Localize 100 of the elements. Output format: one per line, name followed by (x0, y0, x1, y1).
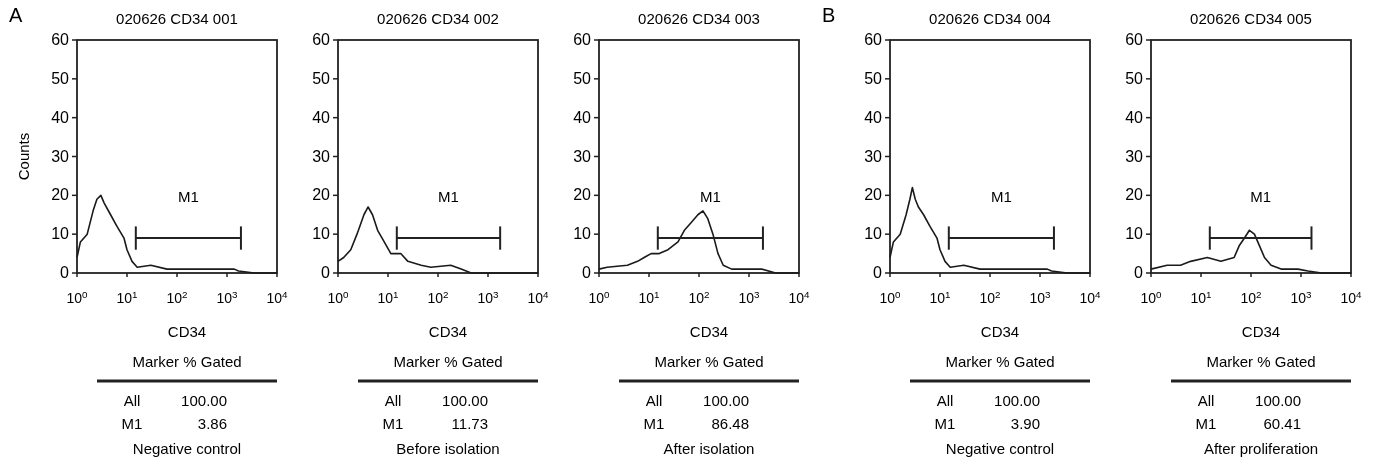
text: All (384, 392, 402, 409)
text: 3.90 (1010, 415, 1040, 432)
text: Marker % Gated (132, 353, 242, 370)
chart-title: 020626 CD34 001 (116, 10, 238, 27)
x-tick-label: 10$^{0}$ (879, 288, 902, 306)
y-tick-label: 10 (1125, 225, 1144, 243)
x-tick-label: 10$^{1}$ (1190, 288, 1212, 306)
y-tick-label: 0 (873, 264, 883, 281)
text: 3.86 (197, 415, 227, 432)
x-tick-label: 10$^{4}$ (266, 288, 289, 306)
x-tick-label: 10$^{2}$ (427, 288, 449, 306)
y-tick-label: 50 (1125, 69, 1144, 87)
y-tick-label: 60 (1125, 31, 1144, 48)
y-tick-label: 40 (573, 108, 592, 126)
y-tick-label: 30 (51, 147, 70, 165)
x-tick-label: 10$^{4}$ (1340, 288, 1363, 306)
text: Marker % Gated (654, 353, 764, 370)
text: 100.00 (703, 392, 749, 409)
chart-title: 020626 CD34 004 (929, 10, 1051, 27)
text: M1 (1195, 415, 1217, 432)
y-tick-label: 40 (1125, 108, 1144, 126)
x-axis-title: CD34 (1241, 323, 1281, 340)
x-tick-label: 10$^{1}$ (377, 288, 399, 306)
x-tick-label: 10$^{1}$ (638, 288, 660, 306)
text: 86.48 (711, 415, 749, 432)
x-tick-label: 10$^{3}$ (1290, 288, 1313, 306)
text: 100.00 (181, 392, 227, 409)
text: All (936, 392, 954, 409)
text: M1 (934, 415, 956, 432)
y-tick-label: 60 (51, 31, 70, 48)
x-tick-label: 10$^{4}$ (1079, 288, 1102, 306)
x-tick-label: 10$^{0}$ (66, 288, 89, 306)
text: M1 (643, 415, 665, 432)
text: Marker % Gated (1206, 353, 1316, 370)
text: Before isolation (396, 440, 500, 457)
text: M1 (177, 188, 199, 206)
y-tick-label: 20 (1125, 186, 1144, 204)
text: M1 (699, 188, 721, 206)
x-tick-label: 10$^{0}$ (588, 288, 611, 306)
y-tick-label: 30 (864, 147, 883, 165)
y-tick-label: 0 (321, 264, 331, 281)
x-tick-label: 10$^{4}$ (788, 288, 811, 306)
text: M1 (1250, 188, 1272, 206)
y-tick-label: 60 (312, 31, 331, 48)
y-tick-label: 20 (573, 186, 592, 204)
y-tick-label: 20 (51, 186, 70, 204)
text: B (822, 4, 836, 26)
text: 100.00 (994, 392, 1040, 409)
x-tick-label: 10$^{0}$ (1140, 288, 1163, 306)
text: Marker % Gated (393, 353, 503, 370)
y-tick-label: 20 (864, 186, 883, 204)
text: All (645, 392, 663, 409)
x-tick-label: 10$^{1}$ (116, 288, 138, 306)
x-tick-label: 10$^{3}$ (1029, 288, 1052, 306)
text: M1 (382, 415, 404, 432)
y-tick-label: 0 (60, 264, 70, 281)
y-tick-label: 30 (573, 147, 592, 165)
x-tick-label: 10$^{2}$ (979, 288, 1001, 306)
text: 11.73 (451, 415, 488, 432)
y-tick-label: 60 (573, 31, 592, 48)
text: Marker % Gated (945, 353, 1055, 370)
y-tick-label: 50 (864, 69, 883, 87)
text: Negative control (945, 440, 1055, 457)
text: Negative control (132, 440, 242, 457)
y-tick-label: 40 (864, 108, 883, 126)
y-tick-label: 50 (312, 69, 331, 87)
y-tick-label: 10 (573, 225, 592, 243)
y-tick-label: 40 (51, 108, 70, 126)
x-axis-title: CD34 (167, 323, 207, 340)
x-tick-label: 10$^{3}$ (738, 288, 761, 306)
x-tick-label: 10$^{3}$ (477, 288, 500, 306)
text: All (123, 392, 141, 409)
text: 100.00 (442, 392, 488, 409)
text: All (1197, 392, 1215, 409)
y-tick-label: 30 (312, 147, 331, 165)
x-axis-title: CD34 (428, 323, 468, 340)
y-tick-label: 50 (573, 69, 592, 87)
y-axis-title: Counts (15, 132, 32, 181)
chart-title: 020626 CD34 003 (638, 10, 760, 27)
y-tick-label: 10 (864, 225, 883, 243)
text: A (9, 4, 23, 26)
x-tick-label: 10$^{0}$ (327, 288, 350, 306)
x-axis-title: CD34 (980, 323, 1020, 340)
x-tick-label: 10$^{2}$ (688, 288, 710, 306)
y-tick-label: 60 (864, 31, 883, 48)
chart-title: 020626 CD34 005 (1190, 10, 1312, 27)
text: After isolation (663, 440, 755, 457)
x-tick-label: 10$^{4}$ (527, 288, 550, 306)
text: 100.00 (1255, 392, 1301, 409)
x-tick-label: 10$^{1}$ (929, 288, 951, 306)
x-tick-label: 10$^{2}$ (166, 288, 188, 306)
y-tick-label: 40 (312, 108, 331, 126)
x-tick-label: 10$^{2}$ (1240, 288, 1262, 306)
x-axis-title: CD34 (689, 323, 729, 340)
y-tick-label: 10 (51, 225, 70, 243)
y-tick-label: 20 (312, 186, 331, 204)
chart-title: 020626 CD34 002 (377, 10, 499, 27)
y-tick-label: 0 (1134, 264, 1144, 281)
text: M1 (438, 188, 459, 206)
y-tick-label: 50 (51, 69, 70, 87)
